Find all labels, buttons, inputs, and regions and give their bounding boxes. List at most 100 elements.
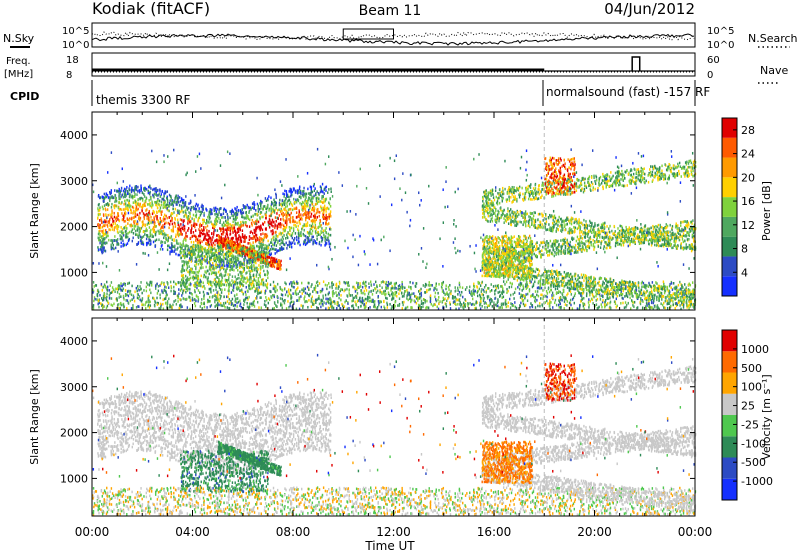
power-cell	[130, 205, 131, 208]
power-cell	[112, 242, 113, 245]
power-cell	[308, 282, 309, 285]
power-cell	[225, 238, 226, 241]
power-cell	[259, 208, 260, 211]
power-cell	[220, 263, 221, 266]
power-cell	[674, 307, 675, 310]
power-cell	[135, 188, 136, 191]
power-cell	[302, 192, 303, 195]
power-cell	[191, 229, 192, 232]
power-cell	[196, 203, 197, 206]
power-cell	[168, 205, 169, 208]
power-cell	[404, 286, 405, 289]
power-cell	[319, 225, 320, 228]
power-cell	[298, 191, 299, 194]
power-cell	[114, 204, 115, 207]
power-cell	[122, 219, 123, 222]
power-cell	[330, 305, 331, 308]
power-cell	[196, 295, 197, 298]
power-cell	[135, 203, 136, 206]
power-cell	[200, 305, 201, 308]
power-cell	[174, 197, 175, 200]
power-cell	[159, 193, 160, 196]
power-cell	[233, 218, 234, 221]
power-cell	[216, 210, 217, 213]
power-cell	[224, 257, 225, 260]
power-cell	[199, 210, 200, 213]
power-cell	[272, 257, 273, 260]
freq-panel: Freq. [MHz] 18 8 Nave 60 0	[4, 53, 788, 83]
power-cell	[283, 229, 284, 232]
power-cell	[252, 206, 253, 209]
power-cell	[197, 220, 198, 223]
power-cell	[174, 245, 175, 248]
power-cell	[270, 230, 271, 233]
power-cell	[187, 261, 188, 264]
power-cell	[549, 305, 550, 308]
power-cell	[483, 297, 484, 300]
power-cell	[387, 287, 388, 290]
power-cell	[182, 255, 183, 258]
power-cell	[228, 250, 229, 253]
power-cell	[131, 196, 132, 199]
power-cell	[119, 230, 120, 233]
power-cell	[176, 201, 177, 204]
power-cell	[267, 206, 268, 209]
power-cell	[185, 261, 186, 264]
power-cell	[133, 232, 134, 235]
power-cell	[250, 261, 251, 264]
power-cell	[245, 291, 246, 294]
power-cell	[195, 237, 196, 240]
power-cell	[256, 219, 257, 222]
power-cell	[221, 289, 222, 292]
power-cell	[155, 193, 156, 196]
power-cell	[277, 300, 278, 303]
power-cell	[131, 223, 132, 226]
power-cell	[248, 211, 249, 214]
power-cell	[172, 239, 173, 242]
power-cell	[251, 283, 252, 286]
power-cell	[101, 220, 102, 223]
power-cell	[276, 220, 277, 223]
power-cell	[229, 298, 230, 301]
power-cell	[347, 284, 348, 287]
power-cell	[424, 291, 425, 294]
power-cell	[186, 206, 187, 209]
power-cell	[121, 242, 122, 245]
power-cell	[319, 222, 320, 225]
power-cell	[572, 298, 573, 301]
power-cell	[622, 297, 623, 300]
power-cell	[197, 275, 198, 278]
power-cell	[150, 235, 151, 238]
power-cell	[329, 246, 330, 249]
power-cell	[278, 264, 279, 267]
power-cell	[254, 261, 255, 264]
power-cell	[188, 215, 189, 218]
power-cell	[144, 233, 145, 236]
power-cell	[137, 285, 138, 288]
power-cell	[194, 264, 195, 267]
power-cell	[272, 219, 273, 222]
power-cell	[264, 273, 265, 276]
power-cell	[188, 278, 189, 281]
power-cell	[280, 210, 281, 213]
power-cell	[228, 226, 229, 229]
power-cell	[199, 270, 200, 273]
power-cell	[141, 241, 142, 244]
power-cell	[302, 202, 303, 205]
power-cell	[157, 189, 158, 192]
power-cell	[368, 286, 369, 289]
power-cell	[244, 253, 245, 256]
power-cell	[346, 288, 347, 291]
power-cell	[233, 269, 234, 272]
power-cell	[156, 217, 157, 220]
power-cell	[311, 283, 312, 286]
power-cell	[140, 288, 141, 291]
power-cell	[115, 205, 116, 208]
power-cell	[672, 300, 673, 303]
power-cell	[225, 209, 226, 212]
power-cell	[145, 225, 146, 228]
power-cell	[161, 210, 162, 213]
power-cell	[256, 257, 257, 260]
power-cell	[303, 213, 304, 216]
power-cell	[173, 300, 174, 303]
